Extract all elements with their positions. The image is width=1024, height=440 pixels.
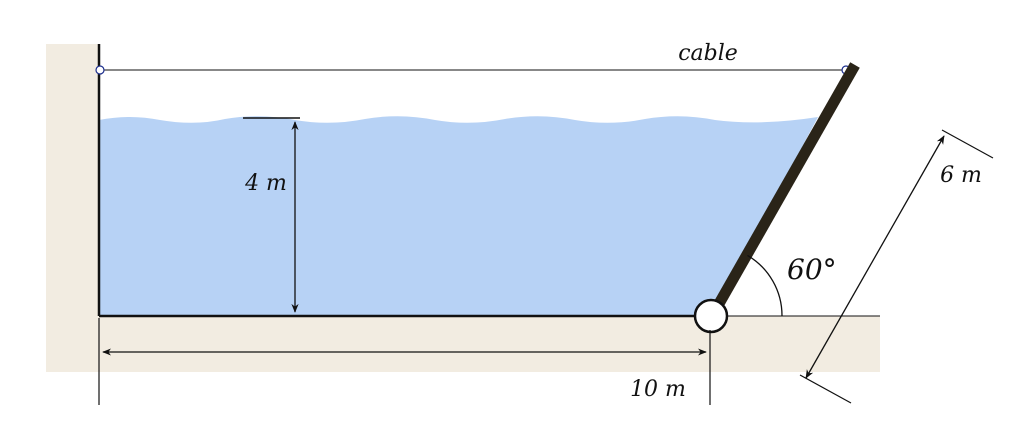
- water-region: [99, 116, 818, 316]
- ground-wall: [46, 44, 880, 372]
- angle-label: 60°: [787, 253, 837, 286]
- gate-length-top-extension: [941, 129, 994, 159]
- depth-label: 4 m: [244, 171, 287, 196]
- angle-arc: [747, 254, 783, 317]
- hinge: [693, 298, 729, 334]
- cable-left-anchor: [95, 65, 105, 75]
- gate-length-bottom-extension: [799, 374, 852, 404]
- cable-label: cable: [678, 41, 738, 66]
- gate-plate: [707, 62, 860, 319]
- gate-length-label: 6 m: [940, 163, 982, 188]
- gate-length-dimension-line: [805, 135, 945, 379]
- width-label: 10 m: [630, 377, 686, 402]
